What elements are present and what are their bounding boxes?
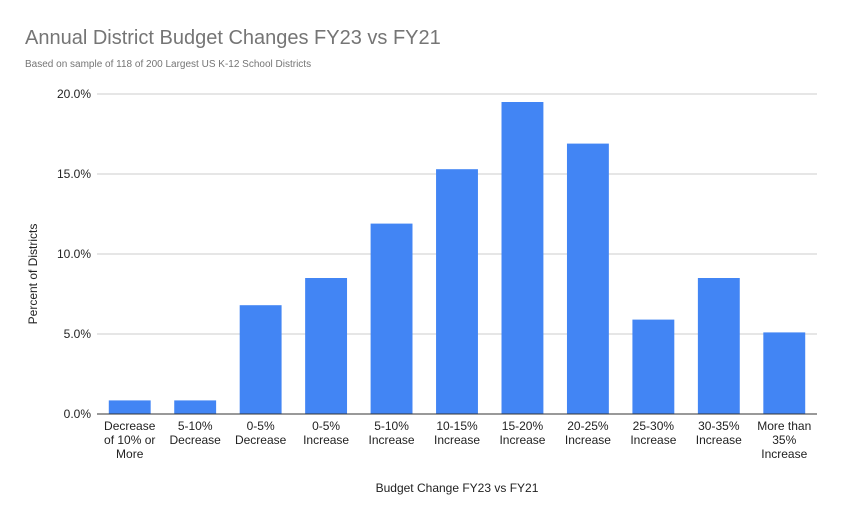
x-tick-label: 5-10% Decrease: [170, 419, 222, 447]
bar: [697, 278, 740, 414]
x-axis-title: Budget Change FY23 vs FY21: [376, 481, 539, 495]
bars: [97, 102, 817, 415]
x-tick-label: 15-20% Increase: [499, 419, 545, 447]
bar: [632, 319, 675, 414]
x-tick-label: 10-15% Increase: [434, 419, 480, 447]
bar: [370, 223, 413, 414]
x-tick-labels: Decrease of 10% or More 5-10% Decrease 0-5% De…: [104, 419, 811, 461]
bar: [436, 169, 478, 414]
chart-subtitle: Based on sample of 118 of 200 Largest US…: [25, 59, 312, 70]
bar: [566, 143, 609, 414]
bar: [108, 400, 151, 414]
bar: [305, 278, 348, 414]
x-tick-label: 30-35% Increase: [696, 419, 742, 447]
bar: [501, 102, 544, 414]
x-tick-label: 0-5% Increase: [303, 419, 349, 447]
x-tick-label: 5-10% Increase: [369, 419, 415, 447]
x-tick-label: 20-25% Increase: [565, 419, 611, 447]
x-tick-label: 0-5% Decrease: [235, 419, 287, 447]
bar: [239, 305, 282, 414]
x-tick-label: 25-30% Increase: [630, 419, 676, 447]
bar: [174, 400, 217, 414]
y-tick-labels: 0.0% 5.0% 10.0% 15.0% 20.0%: [57, 87, 91, 421]
y-tick-label: 20.0%: [57, 87, 91, 101]
chart-title: Annual District Budget Changes FY23 vs F…: [25, 27, 441, 49]
y-tick-label: 0.0%: [64, 407, 92, 421]
x-tick-label: More than 35% Increase: [757, 419, 811, 461]
bar: [763, 332, 806, 414]
y-tick-label: 15.0%: [57, 167, 91, 181]
y-tick-label: 10.0%: [57, 247, 91, 261]
y-tick-label: 5.0%: [64, 327, 92, 341]
y-axis-title: Percent of Districts: [26, 224, 40, 325]
x-tick-label: Decrease of 10% or More: [104, 419, 156, 461]
